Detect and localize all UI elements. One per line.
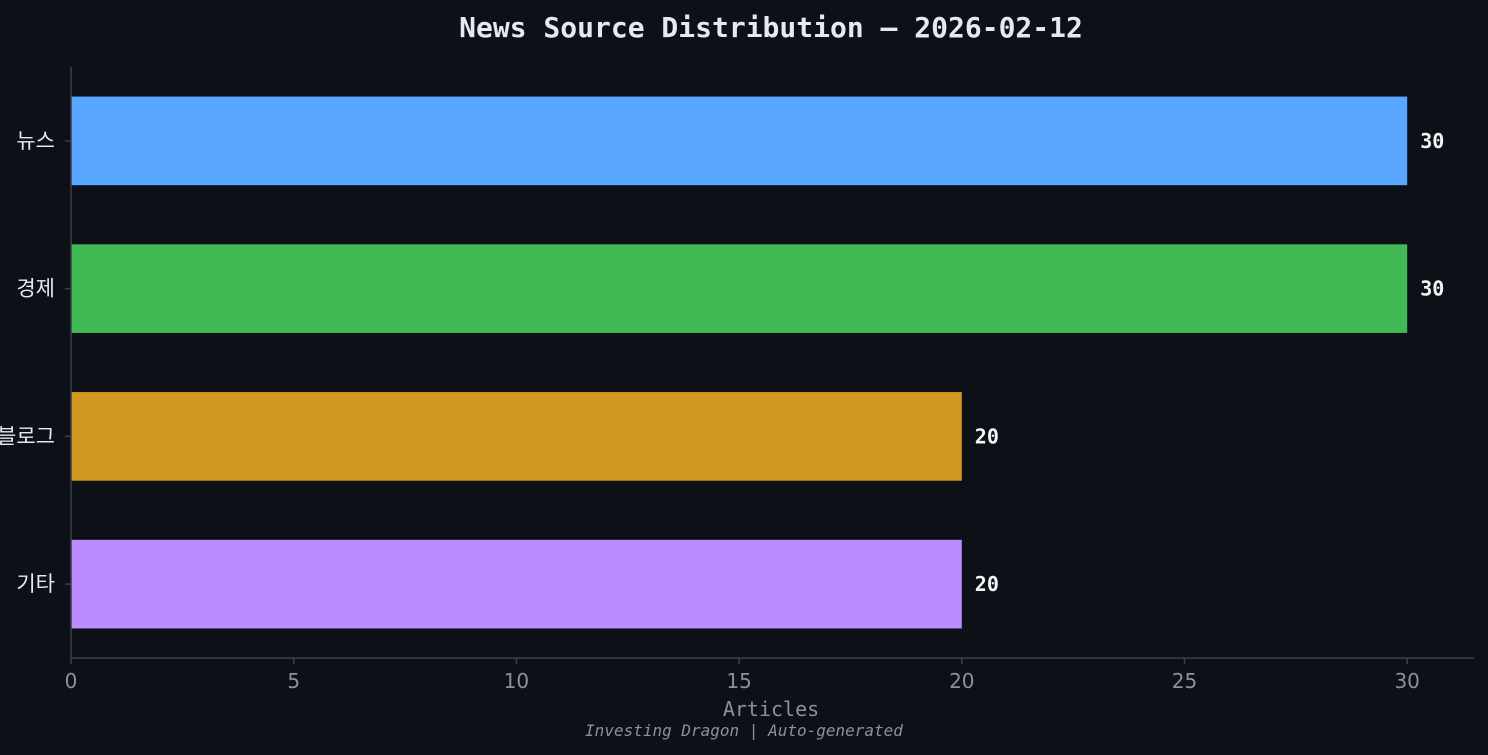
x-axis-label: Articles (723, 697, 819, 721)
bar (71, 96, 1408, 186)
x-tick-label: 30 (1394, 669, 1419, 693)
category-label: 블로그 (0, 424, 55, 448)
x-tick-label: 10 (504, 669, 529, 693)
chart-title: News Source Distribution — 2026-02-12 (459, 11, 1083, 44)
x-tick-label: 0 (65, 669, 78, 693)
bar (71, 392, 962, 481)
category-label: 경제 (16, 277, 55, 301)
x-tick-label: 5 (287, 669, 300, 693)
value-label: 20 (975, 572, 999, 596)
bar (71, 244, 1408, 333)
value-label: 30 (1420, 277, 1444, 301)
bars-group: 30 30 20 20 (71, 96, 1444, 629)
footer-note: Investing Dragon | Auto-generated (585, 721, 903, 740)
value-label: 30 (1420, 129, 1444, 153)
category-label: 기타 (16, 572, 55, 596)
value-label: 20 (975, 424, 999, 448)
x-tick-label: 20 (949, 669, 974, 693)
bar (71, 539, 962, 629)
x-tick-label: 25 (1172, 669, 1197, 693)
x-tick-label: 15 (726, 669, 751, 693)
category-label: 뉴스 (16, 129, 55, 153)
